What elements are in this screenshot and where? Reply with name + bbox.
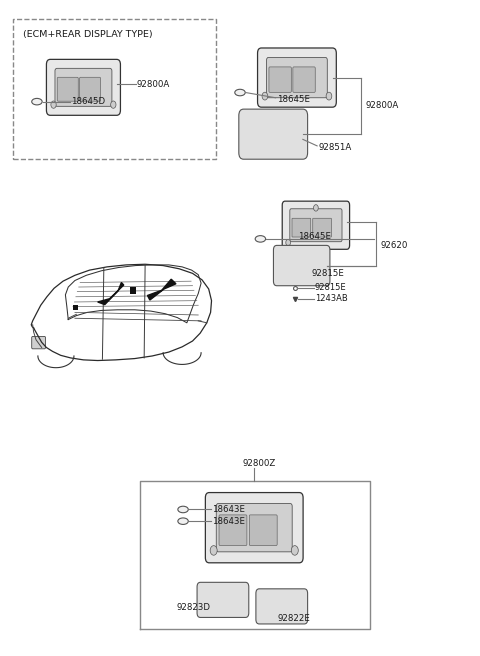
FancyBboxPatch shape [266,58,327,98]
Ellipse shape [235,89,245,96]
Text: 92800Z: 92800Z [242,459,276,468]
Text: 92823D: 92823D [177,603,211,612]
Text: (ECM+REAR DISPLAY TYPE): (ECM+REAR DISPLAY TYPE) [23,30,153,39]
FancyBboxPatch shape [239,109,308,159]
FancyBboxPatch shape [256,589,308,624]
FancyBboxPatch shape [282,201,349,249]
Polygon shape [97,283,124,304]
FancyBboxPatch shape [205,493,303,563]
Text: 92851A: 92851A [318,142,351,152]
FancyBboxPatch shape [57,77,78,101]
Ellipse shape [255,236,265,242]
Ellipse shape [178,518,188,524]
FancyBboxPatch shape [216,504,292,552]
FancyBboxPatch shape [130,287,136,293]
FancyBboxPatch shape [269,67,291,92]
Text: 92815E: 92815E [315,283,347,292]
Text: 92800A: 92800A [137,79,170,89]
Circle shape [291,546,298,555]
Polygon shape [147,279,176,300]
Ellipse shape [32,98,42,105]
FancyBboxPatch shape [73,304,78,310]
FancyBboxPatch shape [258,48,336,107]
Text: 92815E: 92815E [311,269,344,278]
FancyBboxPatch shape [292,218,311,237]
FancyBboxPatch shape [197,583,249,617]
Circle shape [51,101,56,108]
Text: 18645E: 18645E [276,94,310,104]
FancyBboxPatch shape [219,515,247,546]
FancyBboxPatch shape [249,515,277,546]
FancyBboxPatch shape [274,245,330,286]
FancyBboxPatch shape [290,209,342,241]
Text: 18645E: 18645E [299,232,331,241]
Circle shape [262,92,268,100]
Text: 92800A: 92800A [366,102,399,110]
Circle shape [111,101,116,108]
FancyBboxPatch shape [55,68,112,106]
FancyBboxPatch shape [80,77,101,101]
Circle shape [210,546,217,555]
Circle shape [326,92,332,100]
FancyBboxPatch shape [32,337,46,349]
FancyBboxPatch shape [47,59,120,115]
Text: 92620: 92620 [381,241,408,250]
Ellipse shape [178,506,188,513]
Circle shape [313,205,318,211]
Text: 18643E: 18643E [212,517,244,525]
Text: 1243AB: 1243AB [315,295,348,303]
FancyBboxPatch shape [293,67,315,92]
Text: 18643E: 18643E [212,505,244,514]
Text: 92822E: 92822E [277,613,310,623]
FancyBboxPatch shape [313,218,331,237]
Circle shape [286,239,290,246]
Text: 18645D: 18645D [71,97,105,106]
